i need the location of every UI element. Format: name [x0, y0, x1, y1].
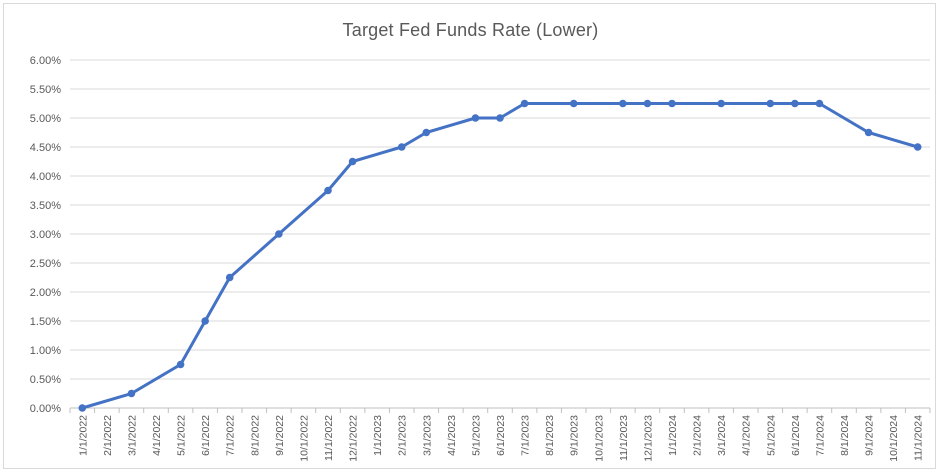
y-tick-label: 4.50%	[30, 142, 61, 154]
x-tick-label: 6/1/2024	[790, 415, 802, 456]
x-tick-label: 1/1/2022	[77, 415, 89, 456]
x-tick-label: 11/1/2023	[618, 415, 630, 461]
y-tick-label: 4.00%	[30, 171, 61, 183]
x-tick-label: 10/1/2023	[593, 415, 605, 462]
data-point	[717, 99, 725, 108]
x-tick-label: 10/1/2022	[298, 415, 310, 462]
x-tick-label: 8/1/2022	[249, 415, 261, 456]
data-point	[643, 99, 652, 108]
x-tick-label: 9/1/2023	[569, 415, 581, 456]
y-tick-label: 6.00%	[30, 55, 61, 67]
data-point	[815, 99, 824, 108]
x-tick-label: 5/1/2022	[176, 415, 188, 456]
x-tick-label: 6/1/2022	[200, 415, 212, 456]
data-point	[668, 99, 676, 108]
y-tick-label: 2.50%	[30, 258, 61, 270]
data-point	[422, 128, 431, 137]
data-point	[275, 230, 283, 238]
data-point	[127, 389, 136, 398]
x-tick-label: 5/1/2024	[765, 415, 777, 456]
x-tick-label: 3/1/2024	[716, 415, 728, 456]
x-tick-label: 3/1/2022	[126, 415, 138, 456]
x-tick-label: 2/1/2022	[102, 415, 114, 456]
x-tick-label: 1/1/2024	[667, 415, 679, 456]
data-point	[766, 99, 775, 108]
x-tick-label: 12/1/2023	[642, 415, 654, 462]
x-tick-label: 11/1/2022	[323, 415, 335, 461]
data-point	[496, 114, 504, 122]
x-tick-label: 7/1/2022	[225, 415, 237, 456]
x-tick-label: 4/1/2024	[741, 415, 753, 456]
data-point	[176, 360, 185, 369]
x-tick-label: 4/1/2023	[446, 415, 458, 456]
data-point	[78, 404, 87, 412]
data-point	[619, 99, 627, 108]
data-point	[791, 99, 799, 108]
x-tick-label: 8/1/2023	[544, 415, 556, 456]
x-tick-label: 12/1/2022	[348, 415, 360, 462]
x-tick-label: 2/1/2024	[692, 415, 704, 456]
y-tick-label: 0.00%	[30, 403, 61, 415]
data-point	[348, 157, 357, 166]
x-tick-label: 2/1/2023	[397, 415, 409, 456]
y-tick-label: 0.50%	[30, 374, 61, 386]
data-point	[520, 99, 529, 108]
x-tick-label: 1/1/2023	[372, 415, 384, 456]
y-tick-label: 1.00%	[30, 345, 61, 357]
x-tick-label: 5/1/2023	[470, 415, 482, 456]
y-tick-label: 3.50%	[30, 200, 61, 212]
chart-title: Target Fed Funds Rate (Lower)	[342, 20, 599, 40]
x-tick-label: 11/1/2024	[913, 415, 925, 461]
x-tick-label: 9/1/2024	[864, 415, 876, 456]
x-tick-label: 4/1/2022	[151, 415, 163, 456]
data-point	[225, 273, 234, 282]
x-tick-label: 10/1/2024	[888, 415, 900, 462]
y-tick-label: 1.50%	[30, 316, 61, 328]
y-tick-label: 3.00%	[30, 229, 61, 241]
data-point	[864, 128, 873, 137]
data-point	[471, 114, 480, 122]
data-point	[201, 317, 209, 325]
data-point	[913, 143, 922, 151]
x-tick-label: 3/1/2023	[421, 415, 433, 456]
x-tick-label: 7/1/2023	[520, 415, 532, 456]
data-point	[569, 99, 578, 108]
y-tick-label: 5.50%	[30, 84, 61, 96]
series-line	[81, 102, 919, 410]
data-point	[324, 186, 332, 195]
x-tick-label: 9/1/2022	[274, 415, 286, 456]
x-tick-label: 7/1/2024	[814, 415, 826, 456]
x-tick-label: 6/1/2023	[495, 415, 507, 456]
data-point	[397, 143, 406, 151]
y-tick-label: 5.00%	[30, 113, 61, 125]
y-tick-label: 2.00%	[30, 287, 61, 299]
x-tick-label: 8/1/2024	[839, 415, 851, 456]
chart-frame	[3, 3, 936, 469]
